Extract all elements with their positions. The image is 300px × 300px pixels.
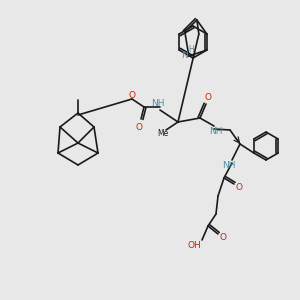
Text: Me: Me [158, 130, 169, 139]
Text: NH: NH [209, 128, 223, 136]
Text: OH: OH [187, 242, 201, 250]
Text: N: N [182, 50, 188, 59]
Text: NH: NH [151, 98, 165, 107]
Text: O: O [128, 91, 136, 100]
Text: H: H [188, 46, 194, 55]
Text: O: O [220, 232, 226, 242]
Text: O: O [205, 94, 212, 103]
Text: NH: NH [222, 160, 236, 169]
Text: O: O [236, 182, 242, 191]
Text: O: O [136, 122, 142, 131]
